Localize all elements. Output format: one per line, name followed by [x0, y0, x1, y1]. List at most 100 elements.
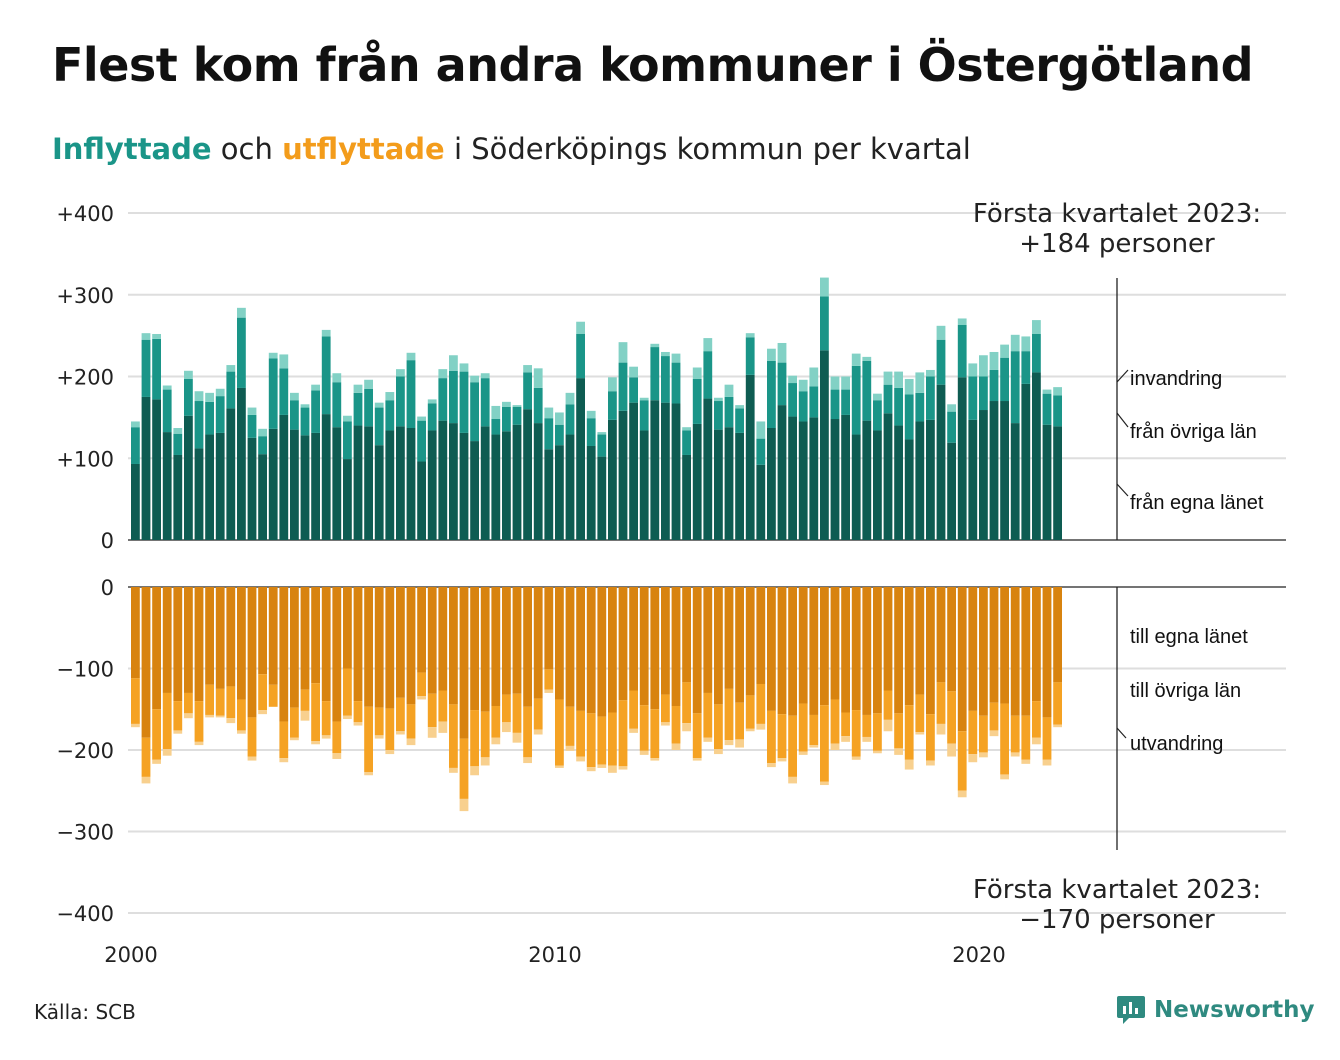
bar-out-0 [692, 587, 702, 714]
bar-out-0 [353, 587, 363, 702]
bar-in-1 [926, 376, 935, 420]
bar-in-1 [364, 388, 373, 427]
bar-in-2 [205, 392, 214, 402]
bar-in-1 [449, 370, 458, 424]
bar-in-2 [491, 405, 501, 420]
bar-in-2 [523, 365, 532, 373]
bar-out-1 [544, 669, 554, 690]
bar-out-2 [788, 776, 797, 784]
bar-out-2 [131, 723, 140, 728]
bar-out-1 [904, 705, 914, 760]
bar-in-1 [883, 384, 893, 414]
bar-in-0 [618, 410, 628, 540]
bar-out-1 [661, 694, 670, 723]
bar-out-1 [936, 682, 946, 724]
bar-in-0 [427, 430, 437, 540]
bar-out-2 [820, 781, 829, 786]
bar-in-2 [936, 325, 946, 340]
bar-in-1 [268, 358, 278, 429]
bar-in-2 [237, 307, 246, 318]
bar-in-2 [586, 410, 596, 419]
bar-out-0 [671, 587, 681, 706]
leader-line-top [1116, 412, 1129, 428]
bar-out-1 [788, 715, 797, 777]
bar-out-2 [745, 728, 755, 732]
bar-out-2 [968, 754, 978, 763]
bar-in-1 [692, 378, 702, 424]
annotation-top-line2: +184 personer [1019, 229, 1215, 259]
bar-in-1 [205, 401, 214, 435]
bar-out-0 [268, 587, 278, 685]
bar-out-0 [820, 587, 829, 706]
bar-in-0 [268, 428, 278, 540]
bar-out-2 [735, 739, 744, 748]
bar-out-0 [417, 587, 426, 673]
bar-in-2 [565, 392, 575, 405]
y-tick-label-bottom: 0 [101, 576, 114, 600]
brand-name: Newsworthy [1154, 997, 1315, 1023]
bar-in-1 [947, 411, 956, 443]
bar-in-1 [841, 389, 850, 415]
bar-in-2 [629, 366, 638, 378]
bar-in-0 [279, 414, 289, 540]
bar-in-1 [1032, 333, 1041, 373]
bar-out-1 [131, 678, 140, 724]
bar-out-1 [523, 706, 532, 758]
bar-out-2 [438, 721, 448, 733]
bar-in-1 [989, 369, 999, 402]
bar-in-0 [915, 421, 925, 540]
bar-in-2 [597, 432, 607, 435]
bar-out-1 [141, 737, 151, 777]
bar-out-0 [904, 587, 914, 706]
bar-in-2 [862, 356, 872, 361]
bar-out-1 [894, 713, 903, 749]
bar-out-2 [1032, 737, 1041, 745]
bar-in-0 [947, 442, 956, 540]
bar-in-2 [904, 378, 914, 395]
bar-out-0 [639, 587, 649, 706]
bar-in-1 [851, 365, 861, 435]
bar-out-1 [597, 716, 607, 765]
bar-in-0 [851, 434, 861, 540]
bar-in-1 [904, 394, 914, 440]
bar-in-1 [777, 362, 787, 406]
bar-out-0 [862, 587, 872, 715]
bar-out-1 [576, 710, 585, 757]
bar-out-2 [321, 735, 331, 739]
bar-in-1 [353, 392, 363, 426]
bar-out-2 [173, 730, 183, 734]
bar-in-2 [1032, 320, 1041, 334]
bar-out-2 [374, 735, 384, 739]
bar-in-0 [205, 434, 214, 540]
bar-in-1 [576, 333, 585, 379]
bar-out-1 [353, 701, 363, 723]
bar-in-1 [671, 362, 681, 404]
bar-in-0 [396, 426, 405, 540]
bar-in-0 [152, 399, 161, 540]
bar-in-1 [703, 351, 713, 399]
bar-in-2 [438, 369, 448, 379]
bar-in-0 [926, 419, 935, 540]
bar-out-1 [989, 702, 999, 731]
bar-in-1 [417, 420, 426, 462]
bar-out-0 [258, 587, 267, 675]
bar-in-2 [1053, 387, 1062, 396]
bar-out-0 [470, 587, 479, 711]
bar-in-1 [661, 356, 670, 403]
bar-out-0 [851, 587, 861, 711]
bar-in-1 [237, 317, 246, 388]
bar-in-1 [194, 401, 204, 449]
bar-in-0 [671, 403, 681, 540]
bar-in-2 [777, 342, 787, 363]
bar-in-1 [290, 400, 299, 430]
bar-in-2 [470, 375, 479, 383]
bar-out-1 [279, 721, 289, 759]
bar-out-2 [544, 689, 554, 693]
bar-in-0 [290, 429, 299, 540]
bar-out-2 [661, 722, 670, 726]
bar-out-2 [1042, 759, 1052, 766]
bar-in-1 [936, 339, 946, 385]
bar-in-0 [724, 427, 734, 540]
bar-out-0 [300, 587, 310, 690]
bar-out-1 [555, 699, 564, 766]
